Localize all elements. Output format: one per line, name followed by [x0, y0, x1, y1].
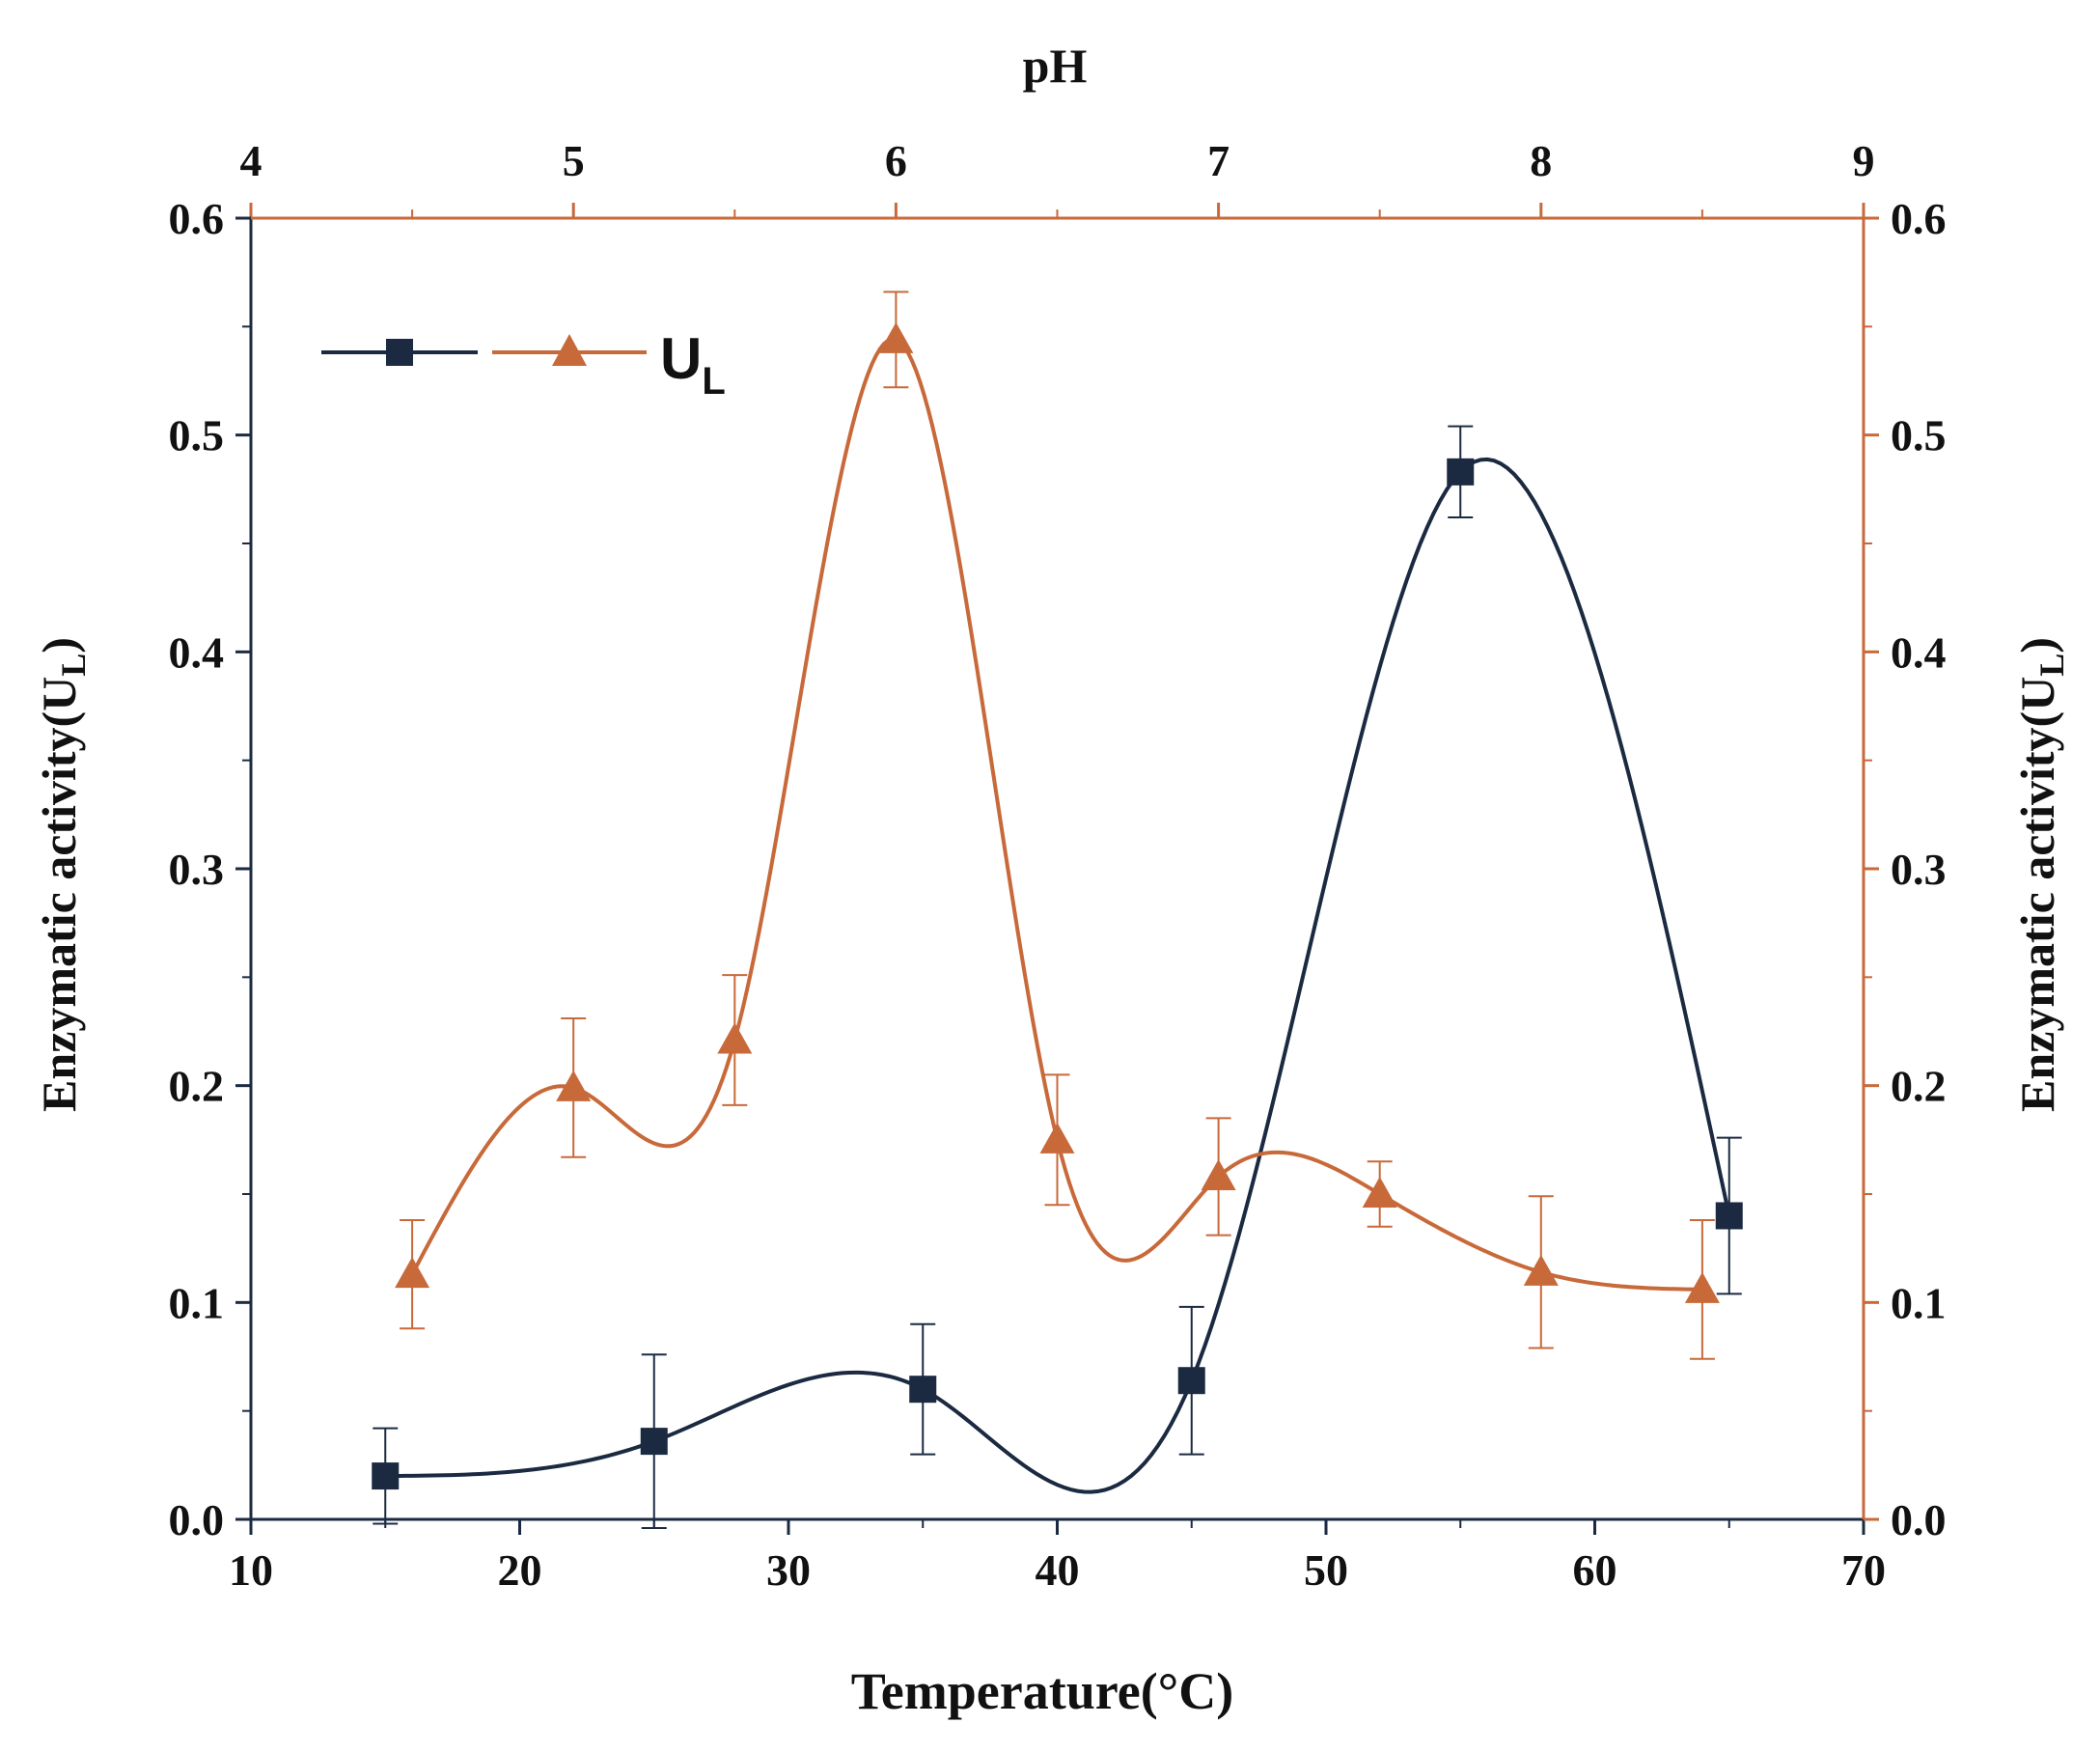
- axis-labels: Temperature(°C) pH Enzymatic activity(UL…: [32, 39, 2071, 1720]
- x2-tick-label: 9: [1853, 136, 1875, 185]
- x2-tick-label: 6: [885, 136, 907, 185]
- x-tick-label: 40: [1036, 1545, 1080, 1595]
- x-axis-label: Temperature(°C): [851, 1662, 1234, 1720]
- x-tick-label: 70: [1841, 1545, 1886, 1595]
- series-temperature-line: [385, 457, 1731, 1494]
- x2-tick-label: 4: [240, 136, 262, 185]
- y2-axis-label-main: Enzymatic activity(U: [2010, 677, 2064, 1112]
- x-tick-label: 60: [1573, 1545, 1617, 1595]
- data-series: [372, 291, 1743, 1529]
- data-point-square: [1715, 1202, 1743, 1230]
- y-axis-label-sub: L: [54, 654, 93, 677]
- y2-tick-label: 0.5: [1891, 411, 1947, 460]
- y-tick-label: 0.5: [169, 411, 225, 460]
- data-point-triangle: [556, 1070, 592, 1101]
- x-tick-label: 30: [766, 1545, 811, 1595]
- legend-triangle-marker: [552, 334, 587, 366]
- legend-label: UL: [660, 326, 726, 403]
- y2-axis-label-sub: L: [2032, 654, 2071, 677]
- y2-tick-label: 0.3: [1891, 845, 1947, 894]
- data-point-triangle: [1523, 1254, 1559, 1286]
- data-point-triangle: [717, 1022, 753, 1054]
- data-point-square: [372, 1462, 400, 1490]
- y-tick-label: 0.6: [169, 194, 225, 243]
- y-tick-label: 0.4: [169, 627, 225, 677]
- y2-axis-label: Enzymatic activity(UL): [2010, 637, 2071, 1112]
- axis-ticks: 10 20 30 40 50 60 70 4 5 6 7 8 9 0.0 0.1 0.2 0.3 0.4 0.5 0.…: [169, 136, 1947, 1595]
- x2-tick-label: 7: [1207, 136, 1230, 185]
- y2-tick-label: 0.2: [1891, 1062, 1947, 1111]
- x-tick-label: 50: [1304, 1545, 1348, 1595]
- data-point-square: [1177, 1367, 1205, 1395]
- legend-label-sub: L: [702, 360, 725, 403]
- legend-square-marker: [386, 339, 413, 366]
- x-tick-label: 10: [229, 1545, 273, 1595]
- y2-tick-label: 0.6: [1891, 194, 1947, 243]
- y2-tick-label: 0.1: [1891, 1278, 1947, 1327]
- y-axis-label-main: Enzymatic activity(U: [32, 677, 86, 1112]
- data-point-triangle: [395, 1257, 430, 1289]
- y2-tick-label: 0.4: [1891, 627, 1947, 677]
- x2-axis-label: pH: [1023, 39, 1088, 93]
- y-tick-label: 0.0: [169, 1495, 225, 1544]
- data-point-triangle: [1201, 1159, 1236, 1191]
- data-point-square: [909, 1376, 937, 1404]
- y2-axis-label-close: ): [2010, 637, 2064, 654]
- data-point-triangle: [1362, 1177, 1397, 1208]
- legend: UL: [321, 326, 726, 403]
- x2-tick-label: 8: [1530, 136, 1552, 185]
- series-temperature: [372, 425, 1743, 1529]
- data-point-square: [1447, 458, 1475, 486]
- y-tick-label: 0.2: [169, 1062, 225, 1111]
- data-point-square: [640, 1428, 668, 1456]
- y-axis-label: Enzymatic activity(UL): [32, 637, 93, 1112]
- y-tick-label: 0.1: [169, 1278, 225, 1327]
- legend-label-main: U: [660, 326, 702, 391]
- y-tick-label: 0.3: [169, 845, 225, 894]
- series-ph: [395, 291, 1720, 1360]
- data-point-triangle: [878, 321, 914, 353]
- x-tick-label: 20: [498, 1545, 542, 1595]
- y2-tick-label: 0.0: [1891, 1495, 1947, 1544]
- plot-frame: [249, 216, 1865, 1521]
- data-point-triangle: [1684, 1271, 1720, 1303]
- y-axis-label-close: ): [32, 637, 86, 654]
- x2-tick-label: 5: [563, 136, 585, 185]
- data-point-triangle: [1039, 1122, 1075, 1154]
